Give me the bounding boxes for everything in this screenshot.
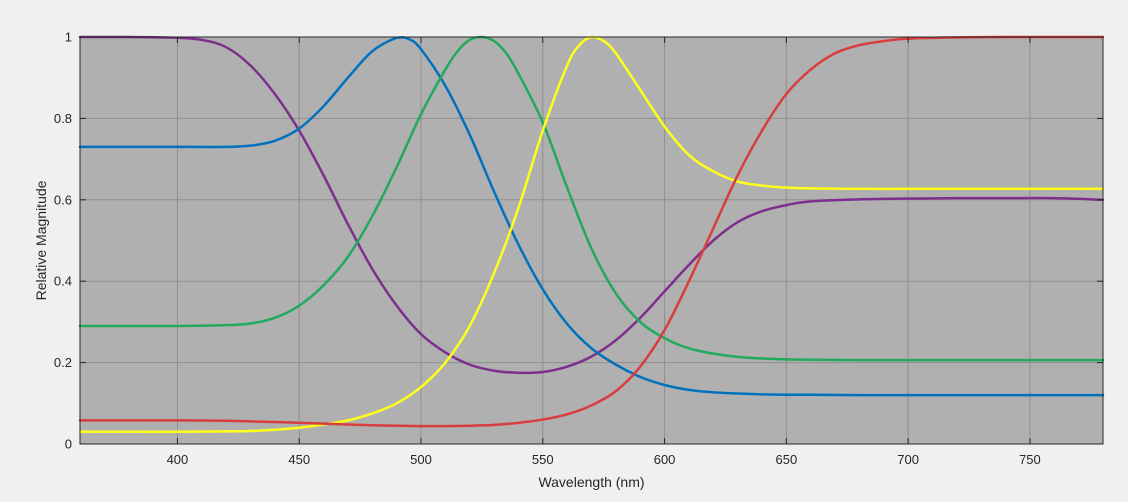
y-tick-labels: 0 0.2 0.4 0.6 0.8 1 bbox=[54, 30, 72, 452]
series-line-2 bbox=[78, 36, 1105, 397]
y-tick-label: 0.2 bbox=[54, 355, 72, 370]
tick-marks bbox=[80, 36, 1103, 445]
plot-area bbox=[80, 37, 1103, 444]
series-line-4 bbox=[78, 35, 1105, 434]
x-tick-label: 550 bbox=[532, 452, 554, 467]
y-tick-label: 0.8 bbox=[54, 111, 72, 126]
x-tick-label: 700 bbox=[897, 452, 919, 467]
x-tick-labels: 400 450 500 550 600 650 700 750 bbox=[167, 452, 1041, 467]
y-tick-label: 0.6 bbox=[54, 192, 72, 207]
y-tick-label: 1 bbox=[65, 30, 72, 45]
series-lines bbox=[78, 35, 1105, 434]
x-tick-label: 450 bbox=[288, 452, 310, 467]
series-line-1 bbox=[78, 35, 1105, 375]
y-tick-label: 0 bbox=[65, 437, 72, 452]
x-axis-title: Wavelength (nm) bbox=[538, 474, 644, 490]
plot-frame bbox=[79, 36, 1104, 445]
x-tick-label: 500 bbox=[410, 452, 432, 467]
series-line-5 bbox=[78, 35, 1105, 428]
series-line-3 bbox=[78, 35, 1105, 362]
x-tick-label: 650 bbox=[776, 452, 798, 467]
x-tick-label: 400 bbox=[167, 452, 189, 467]
y-axis-title: Relative Magnitude bbox=[33, 180, 49, 300]
x-tick-label: 750 bbox=[1019, 452, 1041, 467]
grid-lines bbox=[80, 37, 1103, 444]
y-tick-label: 0.4 bbox=[54, 274, 72, 289]
x-tick-label: 600 bbox=[654, 452, 676, 467]
